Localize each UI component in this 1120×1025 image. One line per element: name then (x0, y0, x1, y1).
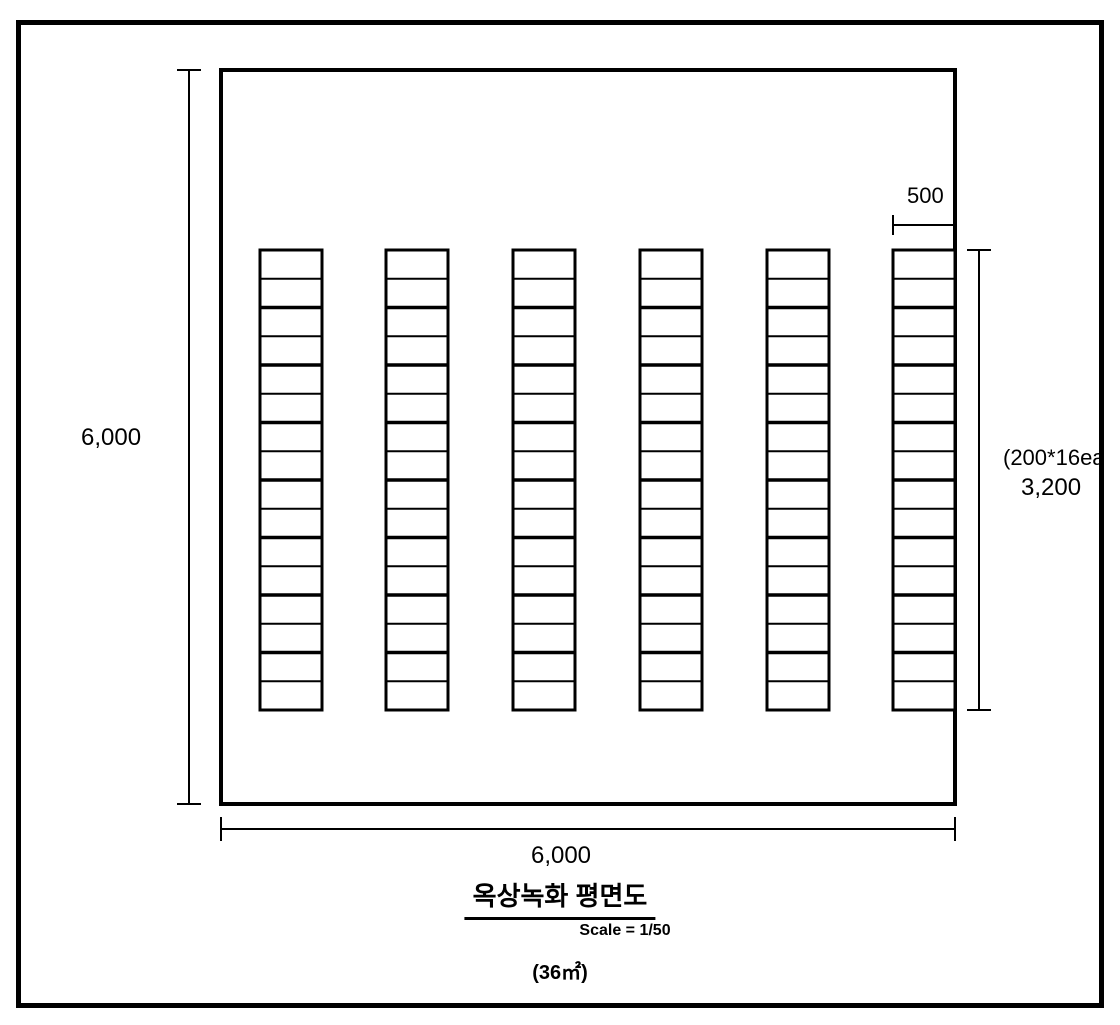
dim-bottom-label: 6,000 (531, 842, 591, 869)
outer-frame: 6,000 6,000 (200*16ea) 3,200 500 옥상녹화 평면도 Sc… (16, 20, 1104, 1008)
dim-right-label-2: 3,200 (1021, 474, 1081, 501)
area-label: (36㎡) (449, 956, 670, 985)
plan-box (221, 70, 955, 804)
drawing-title: 옥상녹화 평면도 (465, 876, 656, 920)
dim-right-label-1: (200*16ea) (1003, 445, 1099, 470)
plan-diagram: 6,000 6,000 (200*16ea) 3,200 500 (21, 25, 1099, 895)
title-block: 옥상녹화 평면도 Scale = 1/50 (36㎡) (449, 876, 670, 985)
scale-label: Scale = 1/50 (579, 922, 670, 940)
dim-left-label: 6,000 (81, 424, 141, 451)
dim-top-label: 500 (907, 183, 944, 208)
